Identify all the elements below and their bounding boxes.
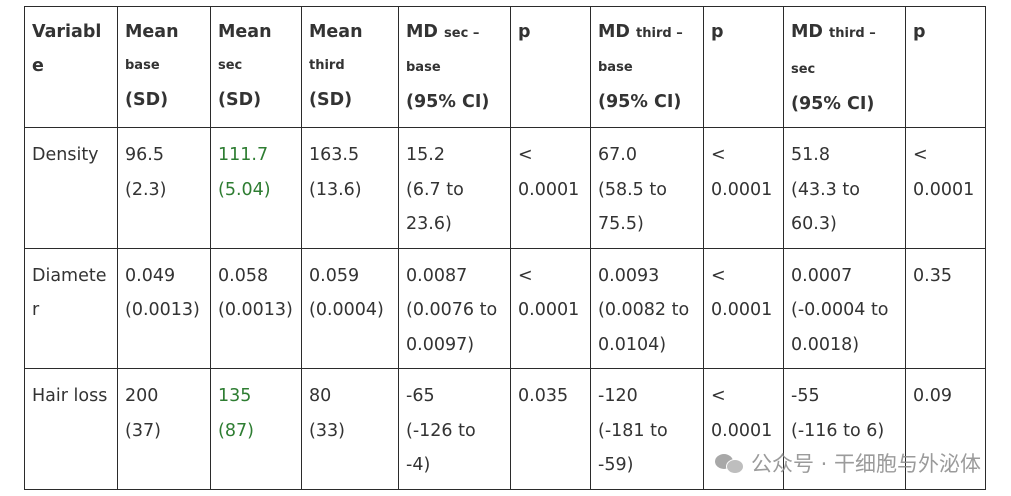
cell-p-1: <0.0001: [510, 127, 591, 249]
cell-md-sec-base: 0.0087 (0.0076 to 0.0097): [398, 247, 511, 369]
cell-p-2: <0.0001: [703, 127, 784, 249]
cell-mean-sec: 111.7 (5.04): [210, 127, 302, 249]
cell-p-3: <0.0001: [905, 127, 986, 249]
header-p-1: p: [510, 6, 591, 128]
cell-variable: Density: [24, 127, 118, 249]
watermark: 公众号 · 干细胞与外泌体: [714, 448, 981, 478]
cell-mean-base: 200 (37): [117, 368, 211, 490]
cell-mean-sec: 135 (87): [210, 368, 302, 490]
cell-md-third-sec: 51.8 (43.3 to 60.3): [783, 127, 906, 249]
cell-p-3: 0.09: [905, 368, 986, 490]
cell-mean-sec: 0.058 (0.0013): [210, 247, 302, 369]
watermark-text: 公众号 · 干细胞与外泌体: [750, 452, 981, 476]
cell-md-third-base: 67.0 (58.5 to 75.5): [590, 127, 704, 249]
table-row-hair-loss: Hair loss 200 (37) 135 (87) 80 (33) -65 (-12…: [24, 368, 986, 490]
header-p-2: p: [703, 6, 784, 128]
cell-md-third-base: 0.0093 (0.0082 to 0.0104): [590, 247, 704, 369]
cell-md-third-sec: 0.0007 (-0.0004 to 0.0018): [783, 247, 906, 369]
cell-md-third-sec: -55 (-116 to 6): [783, 368, 906, 490]
header-mean-sec: Mean sec (SD): [210, 6, 302, 128]
cell-mean-third: 80 (33): [301, 368, 399, 490]
cell-mean-third: 0.059 (0.0004): [301, 247, 399, 369]
table-row-density: Density 96.5 (2.3) 111.7 (5.04) 163.5 (13.6…: [24, 127, 986, 249]
header-mean-third: Mean third (SD): [301, 6, 399, 128]
cell-variable: Diameter: [24, 247, 118, 369]
cell-p-2: <0.0001: [703, 247, 784, 369]
cell-variable: Hair loss: [24, 368, 118, 490]
cell-p-1: <0.0001: [510, 247, 591, 369]
cell-md-third-base: -120 (-181 to -59): [590, 368, 704, 490]
cell-mean-base: 96.5 (2.3): [117, 127, 211, 249]
header-row: Variable Mean base (SD) Mean sec (SD) Me…: [24, 6, 986, 128]
header-md-sec-base: MD sec – base (95% CI): [398, 6, 511, 128]
header-variable: Variable: [24, 6, 118, 128]
cell-md-sec-base: -65 (-126 to -4): [398, 368, 511, 490]
cell-p-2: <0.0001: [703, 368, 784, 490]
header-md-third-base: MD third – base (95% CI): [590, 6, 704, 128]
cell-mean-third: 163.5 (13.6): [301, 127, 399, 249]
wechat-icon: [714, 452, 744, 474]
header-mean-base: Mean base (SD): [117, 6, 211, 128]
cell-p-1: 0.035: [510, 368, 591, 490]
cell-mean-base: 0.049 (0.0013): [117, 247, 211, 369]
header-md-third-sec: MD third – sec (95% CI): [783, 6, 906, 128]
results-table: Variable Mean base (SD) Mean sec (SD) Me…: [24, 6, 986, 490]
cell-p-3: 0.35: [905, 247, 986, 369]
table-row-diameter: Diameter 0.049 (0.0013) 0.058 (0.0013) 0.0…: [24, 247, 986, 369]
header-p-3: p: [905, 6, 986, 128]
cell-md-sec-base: 15.2 (6.7 to 23.6): [398, 127, 511, 249]
